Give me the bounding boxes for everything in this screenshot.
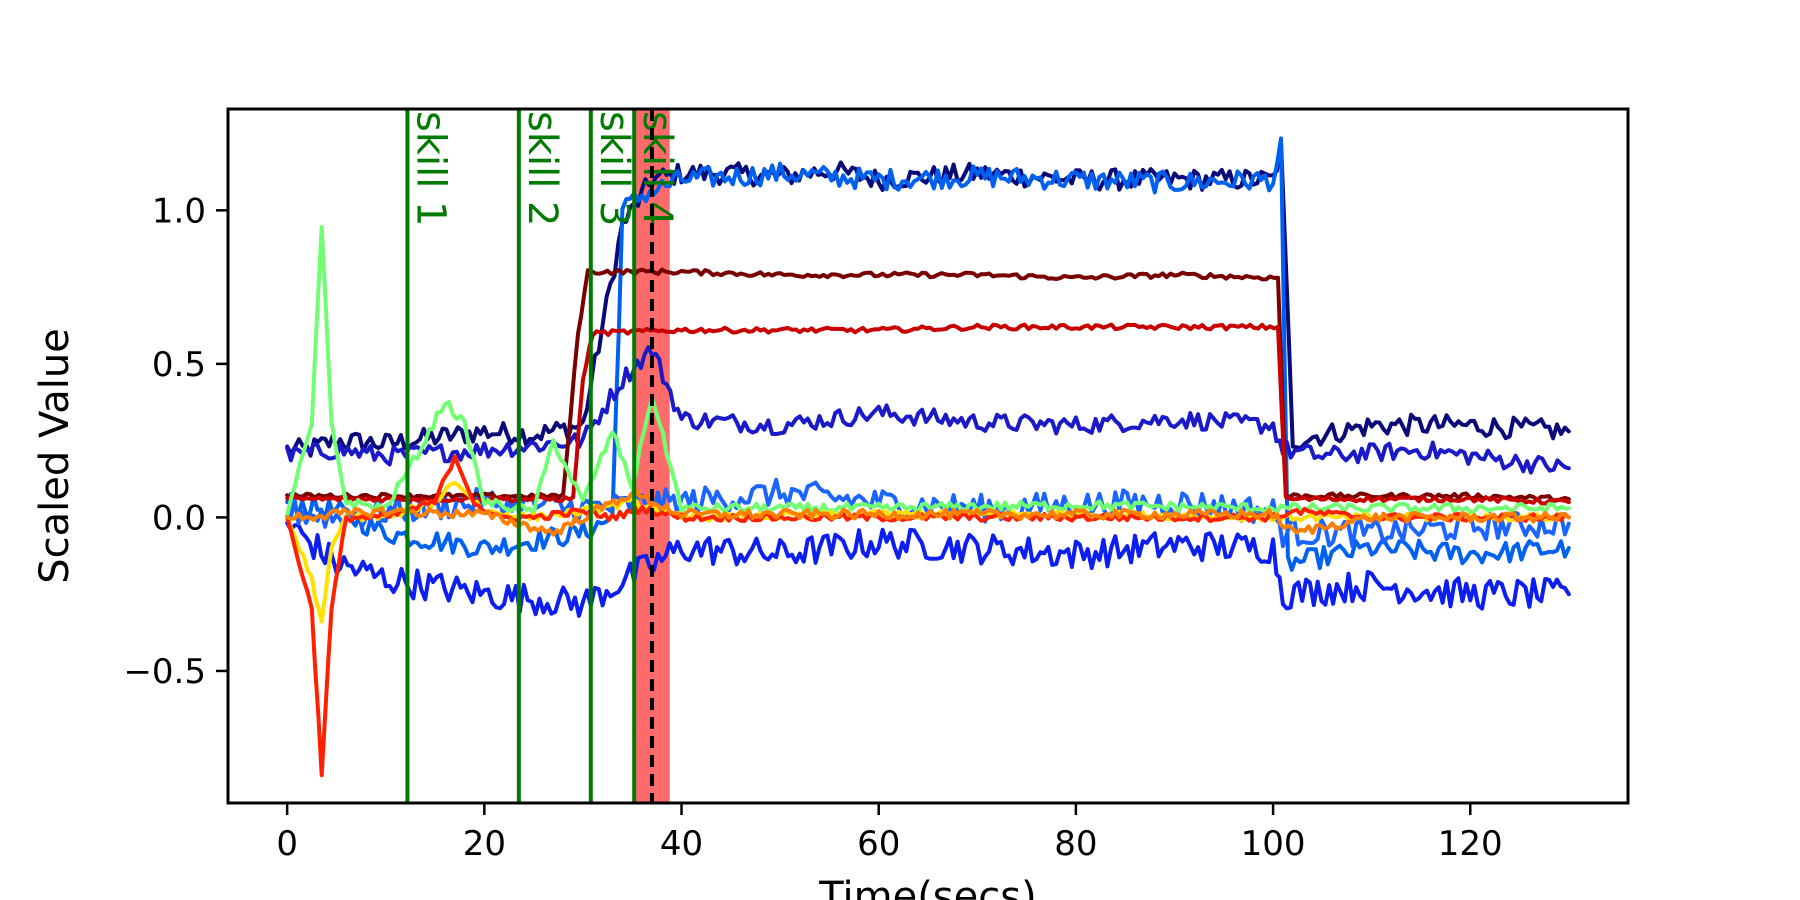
series-line-2 — [285, 136, 1571, 572]
series-line-3 — [285, 345, 1571, 475]
x-tick-label: 20 — [463, 824, 506, 864]
x-tick-label: 80 — [1054, 824, 1097, 864]
series-line-7 — [285, 322, 1571, 506]
y-axis-label: Scaled Value — [32, 328, 78, 584]
skill-3-label: skill 3 — [591, 111, 637, 227]
y-tick-label: −0.5 — [123, 652, 206, 692]
skill-2-label: skill 2 — [519, 111, 565, 227]
series-line-4 — [285, 521, 1571, 618]
series-line-11 — [285, 488, 1571, 537]
x-tick-label: 60 — [857, 824, 900, 864]
series-line-8 — [285, 224, 1571, 517]
x-tick-label: 40 — [660, 824, 703, 864]
y-tick-label: 0.0 — [152, 498, 206, 538]
x-tick-label: 100 — [1241, 824, 1306, 864]
y-tick-label: 1.0 — [152, 191, 206, 231]
y-tick-label: 0.5 — [152, 345, 206, 385]
x-axis-label: Time(secs) — [818, 874, 1036, 900]
skill-4-label: skill 4 — [634, 111, 680, 227]
skill-1-label: skill 1 — [407, 111, 453, 227]
x-tick-label: 0 — [276, 824, 298, 864]
x-tick-label: 120 — [1438, 824, 1503, 864]
series-line-1 — [285, 139, 1571, 458]
plot-frame — [226, 107, 1630, 805]
